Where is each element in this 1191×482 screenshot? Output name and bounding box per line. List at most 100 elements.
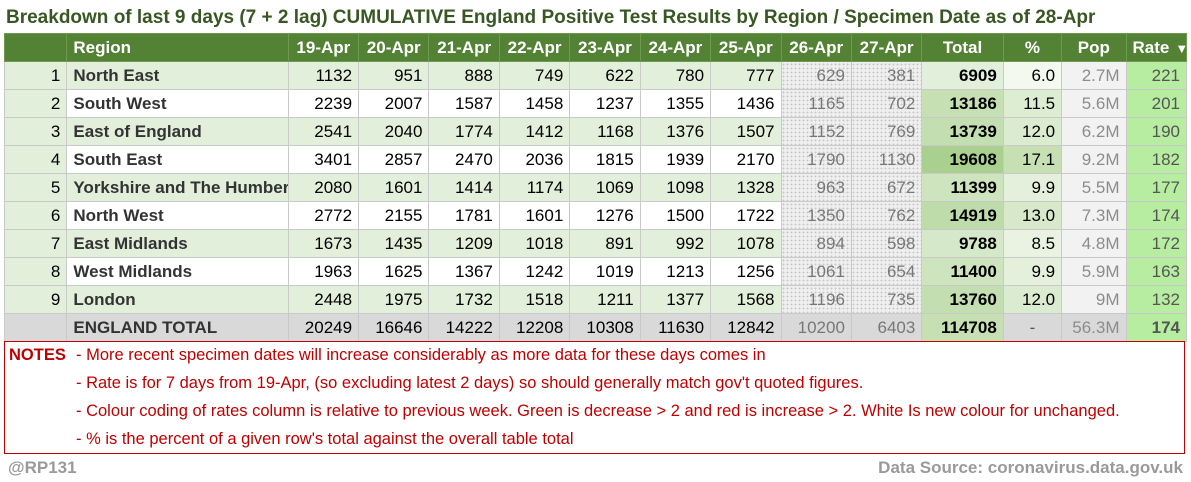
row-pop: 4.8M (1061, 229, 1127, 258)
note-line: - Rate is for 7 days from 19-Apr, (so ex… (76, 374, 864, 392)
row-pop: 6.2M (1061, 117, 1127, 146)
total-pop: 56.3M (1061, 313, 1127, 342)
header-date[interactable]: 21-Apr (428, 33, 500, 62)
sort-descending-icon[interactable]: ▼ (1175, 41, 1185, 56)
header-date[interactable]: 23-Apr (569, 33, 641, 62)
day-cell: 2857 (358, 145, 430, 174)
row-percent: 12.0 (1002, 117, 1063, 146)
row-total: 13186 (921, 89, 1004, 118)
total-percent: - (1002, 313, 1063, 342)
table-row: 9 London 2448 1975 1732 1518 1211 1377 1568 1196 7… (3, 285, 1187, 314)
row-region: North East (66, 61, 289, 90)
day-cell: 1518 (498, 285, 571, 314)
table-row: 7 East Midlands 1673 1435 1209 1018 891 992 1078… (3, 229, 1187, 258)
grand-total: 114708 (921, 313, 1004, 342)
day-cell: 14222 (428, 313, 500, 342)
day-cell: 1256 (710, 257, 782, 286)
day-cell: 1168 (569, 117, 641, 146)
row-region: East of England (66, 117, 289, 146)
lag-day-cell: 963 (780, 173, 852, 202)
lag-day-cell: 1165 (780, 89, 852, 118)
row-region: South East (66, 145, 289, 174)
day-cell: 2036 (498, 145, 571, 174)
day-cell: 1376 (639, 117, 712, 146)
row-pop: 5.9M (1061, 257, 1127, 286)
row-total: 19608 (921, 145, 1004, 174)
header-date[interactable]: 25-Apr (710, 33, 782, 62)
header-date[interactable]: 27-Apr (850, 33, 923, 62)
header-region[interactable]: Region (66, 33, 289, 62)
day-cell: 1018 (498, 229, 571, 258)
row-rate: 172 (1125, 229, 1187, 258)
day-cell: 1069 (569, 173, 641, 202)
header-percent[interactable]: % (1002, 33, 1063, 62)
day-cell: 1213 (639, 257, 712, 286)
day-cell: 1601 (498, 201, 571, 230)
day-cell: 1673 (287, 229, 360, 258)
header-total[interactable]: Total (921, 33, 1004, 62)
day-cell: 622 (569, 61, 641, 90)
row-region: West Midlands (66, 257, 289, 286)
day-cell: 1939 (639, 145, 712, 174)
lag-day-cell: 894 (780, 229, 852, 258)
row-percent: 9.9 (1002, 173, 1063, 202)
lag-day-cell: 654 (850, 257, 923, 286)
row-percent: 12.0 (1002, 285, 1063, 314)
lag-day-cell: 1790 (780, 145, 852, 174)
day-cell: 777 (710, 61, 782, 90)
total-label: ENGLAND TOTAL (66, 313, 289, 342)
day-cell: 1732 (428, 285, 500, 314)
header-date[interactable]: 24-Apr (639, 33, 712, 62)
day-cell: 1587 (428, 89, 500, 118)
row-total: 11399 (921, 173, 1004, 202)
day-cell: 1963 (287, 257, 360, 286)
row-total: 11400 (921, 257, 1004, 286)
day-cell: 1975 (358, 285, 430, 314)
header-date[interactable]: 19-Apr (287, 33, 360, 62)
day-cell: 1132 (287, 61, 360, 90)
row-rate: 190 (1125, 117, 1187, 146)
lag-day-cell: 702 (850, 89, 923, 118)
day-cell: 11630 (639, 313, 712, 342)
day-cell: 1815 (569, 145, 641, 174)
day-cell: 2040 (358, 117, 430, 146)
row-rate: 163 (1125, 257, 1187, 286)
day-cell: 1355 (639, 89, 712, 118)
row-percent: 8.5 (1002, 229, 1063, 258)
day-cell: 1412 (498, 117, 571, 146)
day-cell: 951 (358, 61, 430, 90)
table-row: 8 West Midlands 1963 1625 1367 1242 1019 1213 12… (3, 257, 1187, 286)
row-rate: 177 (1125, 173, 1187, 202)
day-cell: 749 (498, 61, 571, 90)
header-rate[interactable]: Rate ▼ (1125, 33, 1187, 62)
row-pop: 5.6M (1061, 89, 1127, 118)
author-handle: @RP131 (8, 458, 77, 477)
day-cell: 1722 (710, 201, 782, 230)
notes-label: NOTES (9, 346, 66, 364)
day-cell: 1237 (569, 89, 641, 118)
row-region: London (66, 285, 289, 314)
day-cell: 1625 (358, 257, 430, 286)
day-cell: 780 (639, 61, 712, 90)
header-date[interactable]: 26-Apr (780, 33, 852, 62)
row-pop: 5.5M (1061, 173, 1127, 202)
lag-day-cell: 381 (850, 61, 923, 90)
day-cell: 992 (639, 229, 712, 258)
header-rank (3, 33, 68, 62)
table-row: 2 South West 2239 2007 1587 1458 1237 1355 1436 1… (3, 89, 1187, 118)
header-pop[interactable]: Pop (1061, 33, 1127, 62)
header-date[interactable]: 20-Apr (358, 33, 430, 62)
day-cell: 1500 (639, 201, 712, 230)
table-header-row: Region 19-Apr 20-Apr 21-Apr 22-Apr 23-Ap… (3, 33, 1187, 62)
day-cell: 1507 (710, 117, 782, 146)
lag-day-cell: 1350 (780, 201, 852, 230)
row-rate: 174 (1125, 201, 1187, 230)
lag-day-cell: 6403 (850, 313, 923, 342)
row-total: 13760 (921, 285, 1004, 314)
header-rate-label: Rate (1132, 37, 1170, 57)
header-date[interactable]: 22-Apr (498, 33, 571, 62)
row-pop: 9M (1061, 285, 1127, 314)
row-rank: 4 (3, 145, 68, 174)
day-cell: 1328 (710, 173, 782, 202)
day-cell: 20249 (287, 313, 360, 342)
